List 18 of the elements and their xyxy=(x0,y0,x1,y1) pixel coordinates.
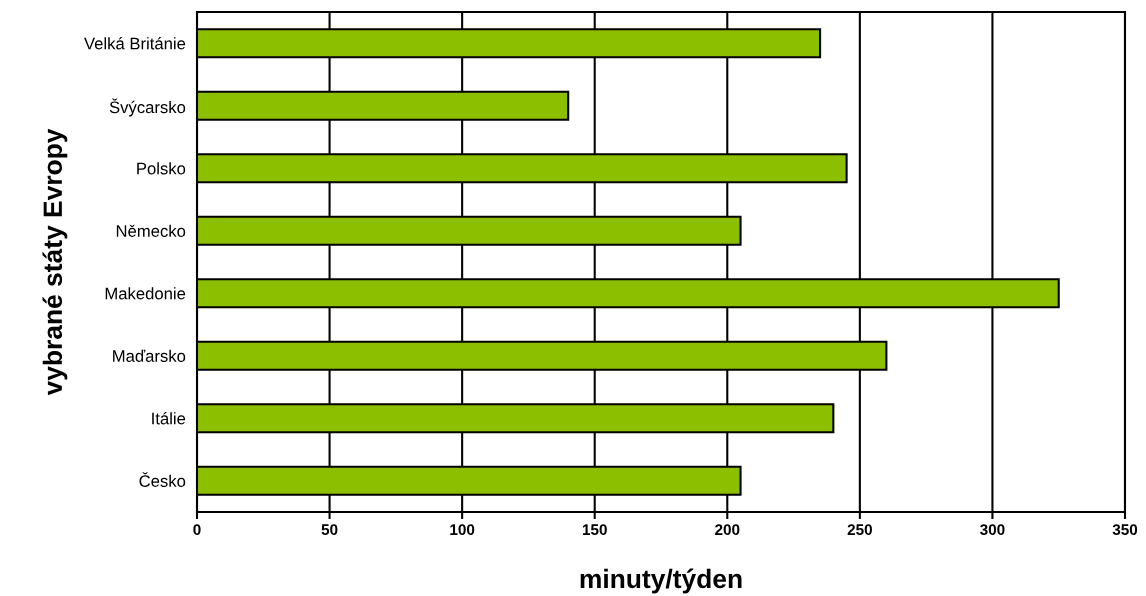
x-tick-label: 350 xyxy=(1112,524,1138,536)
y-tick-label: Švýcarsko xyxy=(109,98,186,117)
x-axis-title: minuty/týden xyxy=(580,568,742,594)
y-tick-label: Itálie xyxy=(152,412,186,425)
x-tick-label: 200 xyxy=(715,524,740,536)
y-tick-label: Česko xyxy=(139,472,186,487)
y-axis-title: vybrané státy Evropy xyxy=(42,128,68,396)
y-tick-label: Velká Británie xyxy=(84,37,186,50)
x-tick-label: 150 xyxy=(582,524,607,536)
x-tick-label: 50 xyxy=(321,524,338,536)
x-tick-label: 100 xyxy=(450,524,475,536)
x-tick-label: 0 xyxy=(193,524,201,536)
y-tick-label: Makedonie xyxy=(105,287,186,300)
y-tick-label: Polsko xyxy=(137,162,186,175)
x-tick-label: 300 xyxy=(980,524,1005,536)
y-tick-label: Maďarsko xyxy=(113,349,186,362)
y-tick-label: Německo xyxy=(116,224,186,237)
x-tick-label: 250 xyxy=(847,524,872,536)
